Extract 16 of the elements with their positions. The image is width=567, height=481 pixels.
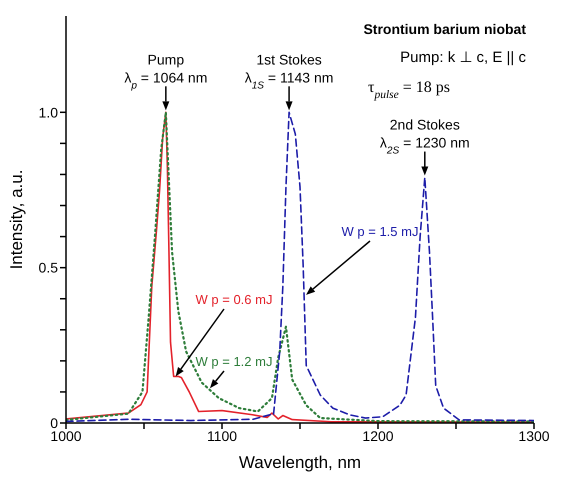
y-axis-title: Intensity, a.u. xyxy=(7,170,26,270)
annotation: τ$_{pulse}$ = 18 ps xyxy=(368,79,450,101)
y-tick-label: 0.5 xyxy=(38,260,58,276)
x-tick-label: 1100 xyxy=(206,428,238,444)
y-tick-label: 1.0 xyxy=(38,104,58,120)
annotation: Pump: k ⊥ c, E || c xyxy=(400,49,526,66)
x-tick-label: 1200 xyxy=(362,428,394,444)
x-axis-title: Wavelength, nm xyxy=(238,453,362,472)
annotation: Strontium barium niobat xyxy=(363,21,526,37)
series-label: W p = 1.2 mJ xyxy=(196,354,272,369)
annotation: 1st Stokes λ$_{1S}$ = 1143 nm xyxy=(244,51,334,91)
x-tick-label: 1300 xyxy=(518,428,550,444)
series-label: W p = 0.6 mJ xyxy=(196,292,272,307)
annotation: 2nd Stokes λ$_{2S}$ = 1230 nm xyxy=(380,116,470,156)
annotation: Pump λ$_{p}$ = 1064 nm xyxy=(124,51,208,91)
series-label: W p = 1.5 mJ xyxy=(342,224,418,239)
